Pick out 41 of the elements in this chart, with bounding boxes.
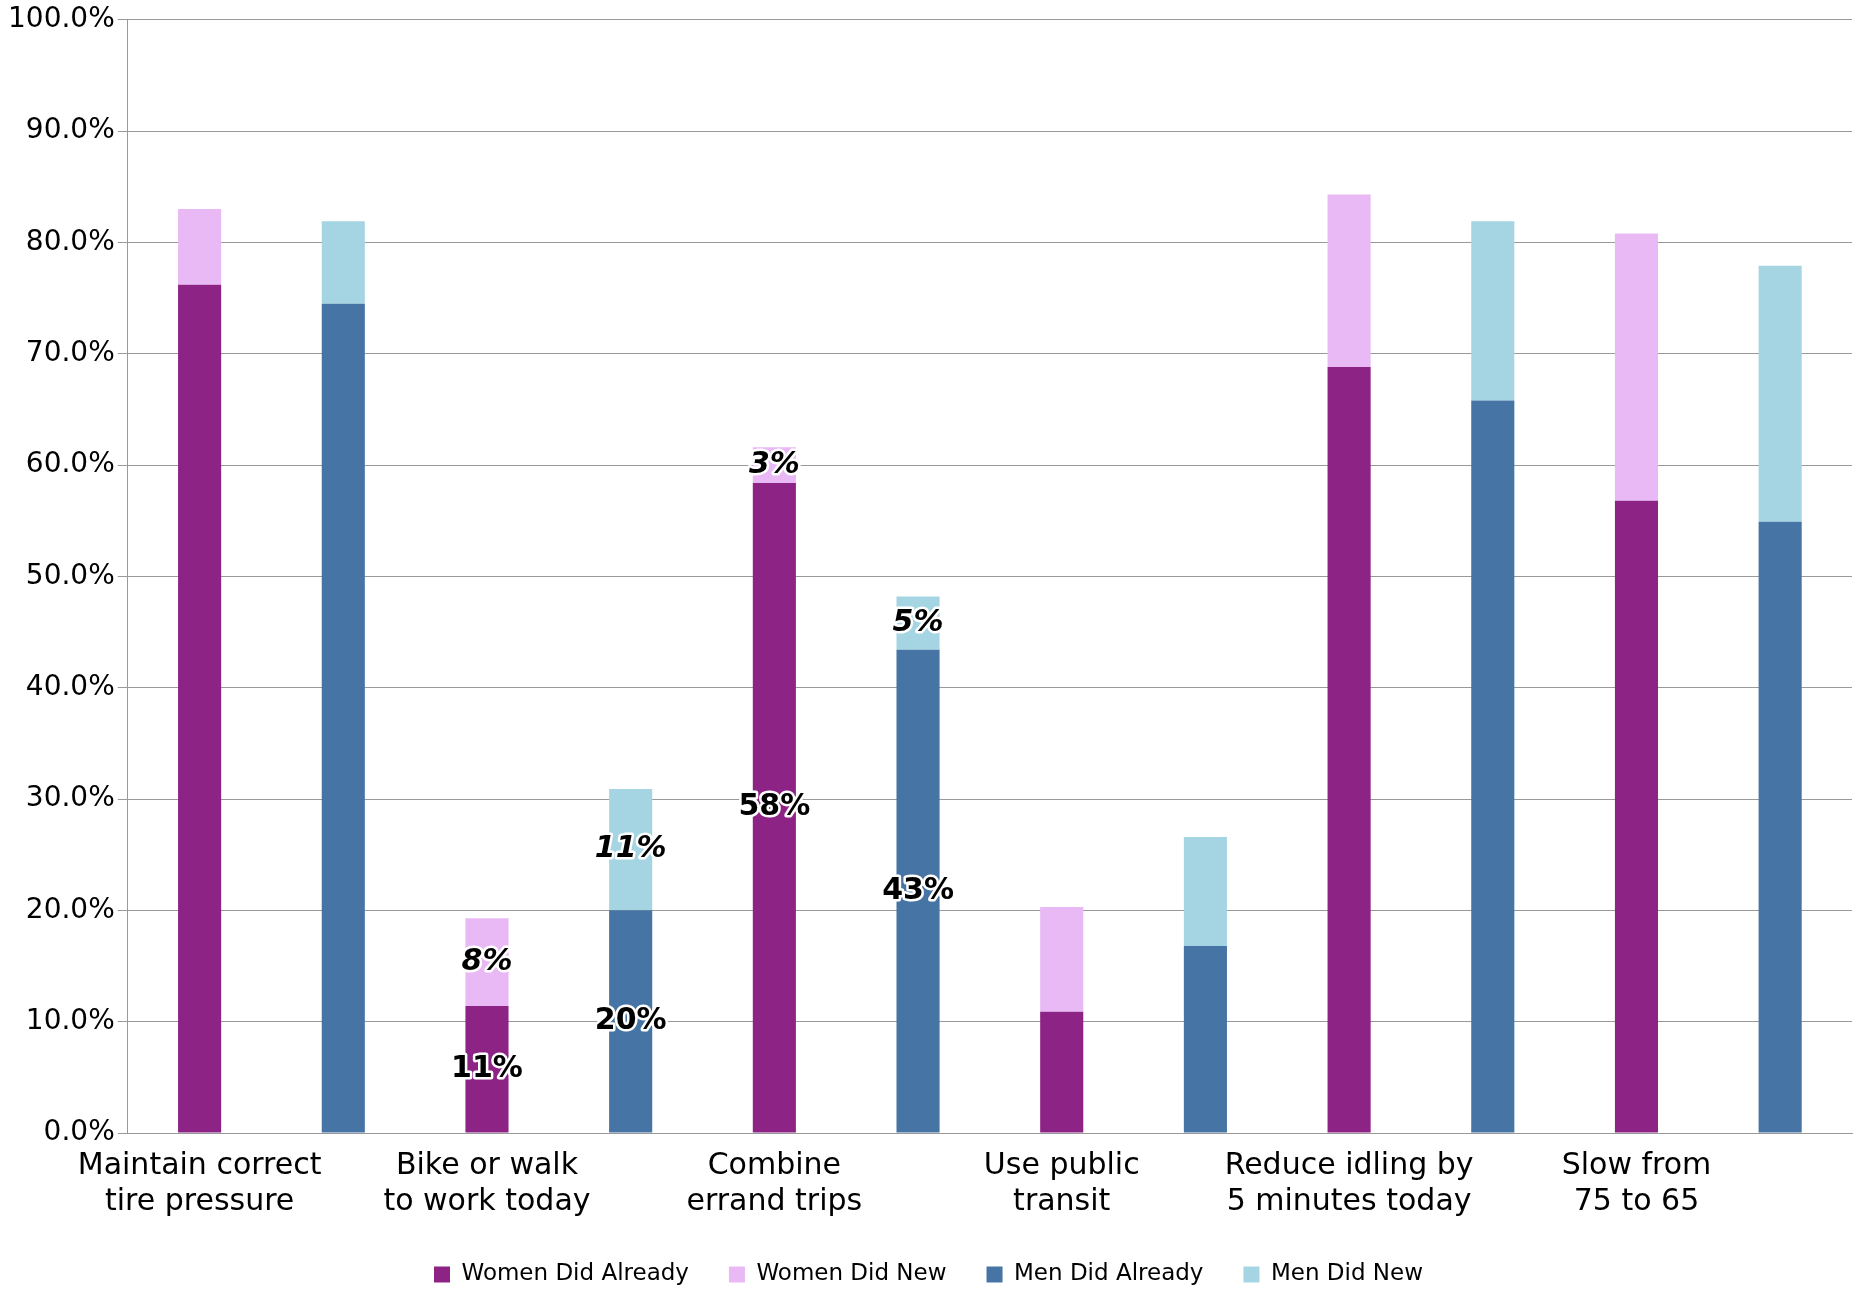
legend-label: Women Did New (756, 1259, 947, 1286)
legend-label: Women Did Already (461, 1259, 689, 1286)
legend-label: Men Did New (1270, 1259, 1424, 1286)
bar (1040, 1011, 1084, 1133)
y-tick-label: 80.0% (25, 223, 115, 257)
data-label: 8% (461, 941, 513, 977)
data-label: 5% (892, 602, 944, 638)
bar (1471, 221, 1515, 401)
y-tick-label: 30.0% (25, 780, 115, 814)
bar (1183, 945, 1227, 1133)
y-tick-label: 50.0% (25, 557, 115, 591)
bar (1327, 367, 1371, 1133)
x-tick-label: Bike or walk to work today (383, 1145, 591, 1217)
bar (1327, 194, 1371, 368)
x-tick-label: Slow from 75 to 65 (1561, 1145, 1712, 1217)
y-tick-label: 60.0% (25, 446, 115, 480)
bar (178, 209, 222, 285)
bar (1040, 907, 1084, 1012)
y-tick-label: 10.0% (25, 1002, 115, 1036)
x-tick-label: Combine errand trips (686, 1145, 863, 1217)
y-tick-label: 100.0% (8, 1, 115, 35)
y-tick-label: 40.0% (25, 669, 115, 702)
bar (321, 303, 365, 1133)
bar (1614, 233, 1659, 501)
y-tick-label: 90.0% (25, 112, 115, 146)
bar (1614, 500, 1659, 1133)
bar (1758, 521, 1802, 1133)
y-tick-label: 20.0% (25, 891, 115, 925)
x-tick-label: Reduce idling by 5 minutes today (1224, 1145, 1474, 1217)
bar (178, 284, 222, 1133)
data-label: 11% (594, 829, 667, 865)
x-tick-label: Maintain correct tire pressure (77, 1145, 322, 1217)
x-tick-label: Use public transit (983, 1145, 1140, 1217)
y-tick-label: 70.0% (25, 335, 115, 369)
bar (1183, 836, 1227, 946)
bar (1471, 400, 1515, 1133)
bar (321, 221, 365, 304)
data-label: 3% (748, 444, 800, 480)
bar (1758, 265, 1802, 522)
y-tick-label: 0.0% (43, 1114, 115, 1148)
legend-label: Men Did Already (1014, 1259, 1204, 1286)
